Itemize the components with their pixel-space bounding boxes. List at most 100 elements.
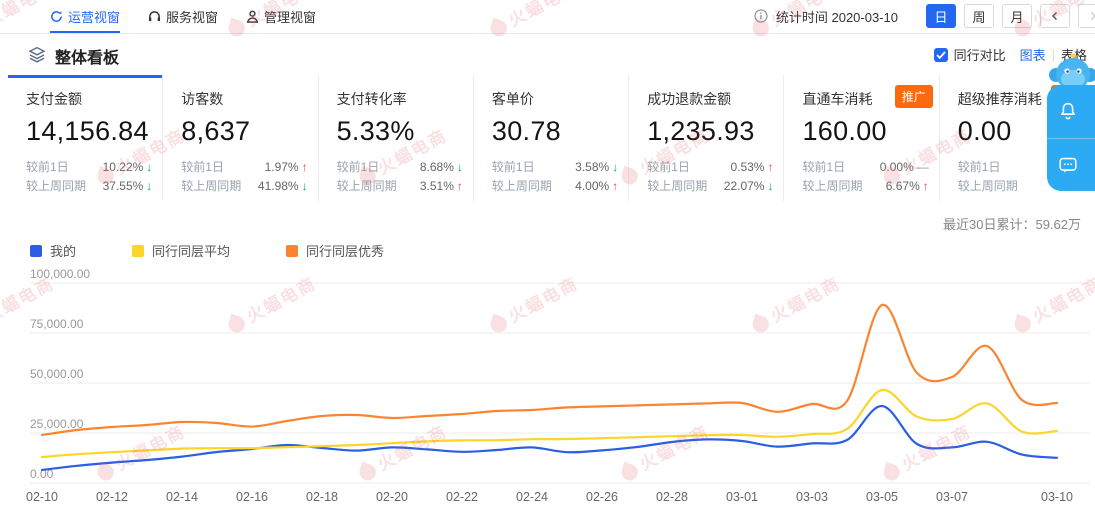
assistant-widget	[1035, 52, 1095, 202]
trend-row: 较上周同期 3.51% ↑	[336, 179, 463, 193]
trend-arrow-icon: ↑	[456, 179, 463, 193]
kpi-card-avg-order-value[interactable]: 客单价 30.78 较前1日 3.58% ↓ 较上周同期 4.00% ↑	[474, 75, 630, 201]
chart-legend: 我的 同行同层平均 同行同层优秀	[30, 241, 384, 260]
trend-row: 较前1日 1.97% ↑	[181, 160, 308, 174]
trend-arrow-icon: —	[916, 160, 929, 174]
trend-row: 较前1日 10.22% ↓	[26, 160, 153, 174]
trend-row: 较前1日 0.53% ↑	[647, 160, 774, 174]
kpi-value: 14,156.84	[26, 116, 149, 146]
trend-row: 较上周同期 22.07% ↓	[647, 179, 774, 193]
legend-item-peer-average[interactable]: 同行同层平均	[132, 241, 230, 260]
peer-compare-label: 同行对比	[953, 48, 1006, 63]
chat-bubble-icon	[1059, 157, 1077, 173]
period-day-button[interactable]: 日	[926, 4, 956, 28]
trend-arrow-icon: ↑	[922, 179, 929, 193]
layers-icon	[28, 46, 46, 68]
top-bar: 运营视窗 服务视窗 管理视窗 统计时间 2020-03-10 日 周 月	[0, 0, 1095, 34]
x-axis-tick-label: 02-10	[26, 490, 58, 504]
trend-arrow-icon: ↑	[301, 160, 308, 174]
notifications-button[interactable]	[1047, 85, 1095, 138]
trend-row: 较前1日	[957, 160, 1001, 174]
kpi-title: 支付转化率	[336, 91, 407, 107]
x-axis-tick-label: 03-01	[726, 490, 758, 504]
trend-line-chart: 0.00 25,000.00 50,000.00 75,000.00 100,000.0…	[26, 267, 1090, 504]
bell-icon	[1061, 103, 1075, 120]
x-axis-tick-label: 03-10	[1041, 490, 1073, 504]
promotion-badge[interactable]: 推广	[894, 85, 933, 108]
x-axis-tick-label: 02-28	[656, 490, 688, 504]
kpi-value: 30.78	[491, 116, 561, 146]
y-axis-tick-label: 75,000.00	[30, 317, 84, 331]
date-controls: 统计时间 2020-03-10 日 周 月	[754, 4, 1095, 28]
x-axis-tick-label: 02-24	[516, 490, 548, 504]
last-30-days-total: 最近30日累计：59.62万	[943, 217, 1081, 232]
kpi-title: 支付金额	[26, 91, 82, 107]
trend-arrow-icon: ↓	[456, 160, 463, 174]
legend-swatch-peer-average	[132, 244, 145, 257]
view-tabs: 运营视窗 服务视窗 管理视窗	[50, 0, 316, 33]
chevron-left-icon	[1051, 11, 1058, 21]
page-title: 整体看板	[55, 50, 120, 67]
y-axis-tick-label: 50,000.00	[30, 367, 84, 381]
x-axis-tick-label: 03-03	[796, 490, 828, 504]
x-axis-tick-label: 02-20	[376, 490, 408, 504]
y-axis-tick-label: 100,000.00	[30, 267, 90, 281]
x-axis-tick-label: 02-12	[96, 490, 128, 504]
info-icon[interactable]	[754, 9, 768, 23]
kpi-cards: 支付金额 14,156.84 较前1日 10.22% ↓ 较上周同期 37.55%…	[8, 75, 1095, 201]
kpi-title: 客单价	[491, 91, 534, 107]
legend-item-mine[interactable]: 我的	[30, 241, 76, 260]
kpi-title: 成功退款金额	[647, 91, 732, 107]
period-week-button[interactable]: 周	[964, 4, 994, 28]
kpi-card-paid-search-spend[interactable]: 推广 直通车消耗 160.00 较前1日 0.00% — 较上周同期 6.67% ↑	[784, 75, 940, 201]
y-axis-tick-label: 0.00	[30, 467, 54, 481]
kpi-value: 1,235.93	[647, 116, 755, 146]
view-toggle-divider: |	[1051, 47, 1055, 62]
tab-operation-view[interactable]: 运营视窗	[50, 0, 121, 33]
kpi-value: 5.33%	[336, 116, 415, 146]
trend-arrow-icon: ↓	[146, 160, 153, 174]
elephant-mascot-icon[interactable]	[1047, 52, 1095, 97]
refresh-icon	[51, 11, 62, 22]
prev-date-button[interactable]	[1040, 4, 1070, 28]
series-line-mine	[40, 404, 1059, 472]
x-axis-tick-label: 02-16	[236, 490, 268, 504]
trend-arrow-icon: ↓	[146, 179, 153, 193]
check-icon	[935, 50, 946, 59]
messages-button[interactable]	[1047, 137, 1095, 192]
next-date-button[interactable]	[1078, 4, 1095, 28]
trend-arrow-icon: ↓	[767, 179, 774, 193]
trend-arrow-icon: ↓	[301, 179, 308, 193]
trend-row: 较前1日 8.68% ↓	[336, 160, 463, 174]
tab-label: 管理视窗	[264, 10, 317, 25]
trend-row: 较上周同期	[957, 179, 1018, 193]
legend-swatch-peer-best	[286, 244, 299, 257]
kpi-value: 0.00	[957, 116, 1012, 146]
kpi-card-refund-amount[interactable]: 成功退款金额 1,235.93 较前1日 0.53% ↑ 较上周同期 22.07%…	[629, 75, 785, 201]
kpi-card-payment-amount[interactable]: 支付金额 14,156.84 较前1日 10.22% ↓ 较上周同期 37.55%…	[8, 75, 164, 201]
x-axis-tick-label: 02-22	[446, 490, 478, 504]
tab-label: 服务视窗	[166, 10, 219, 25]
x-axis-tick-label: 02-18	[306, 490, 338, 504]
tab-management-view[interactable]: 管理视窗	[246, 0, 316, 33]
y-axis-tick-label: 25,000.00	[30, 417, 84, 431]
trend-row: 较上周同期 41.98% ↓	[181, 179, 308, 193]
view-as-chart-link[interactable]: 图表	[1019, 48, 1046, 63]
x-axis-tick-label: 02-14	[166, 490, 198, 504]
tab-service-view[interactable]: 服务视窗	[148, 0, 218, 33]
headset-icon	[148, 11, 161, 22]
kpi-title: 直通车消耗	[802, 91, 873, 107]
trend-arrow-icon: ↑	[612, 179, 619, 193]
kpi-value: 160.00	[802, 116, 887, 146]
kpi-card-visitors[interactable]: 访客数 8,637 较前1日 1.97% ↑ 较上周同期 41.98% ↓	[163, 75, 319, 201]
kpi-title: 访客数	[181, 91, 224, 107]
trend-row: 较上周同期 4.00% ↑	[491, 179, 619, 193]
period-month-button[interactable]: 月	[1002, 4, 1032, 28]
legend-item-peer-best[interactable]: 同行同层优秀	[286, 241, 384, 260]
kpi-card-conversion-rate[interactable]: 支付转化率 5.33% 较前1日 8.68% ↓ 较上周同期 3.51% ↑	[319, 75, 474, 201]
peer-compare-checkbox[interactable]	[933, 47, 948, 62]
trend-arrow-icon: ↓	[612, 160, 619, 174]
trend-row: 较前1日 0.00% —	[802, 160, 929, 174]
trend-arrow-icon: ↑	[767, 160, 774, 174]
